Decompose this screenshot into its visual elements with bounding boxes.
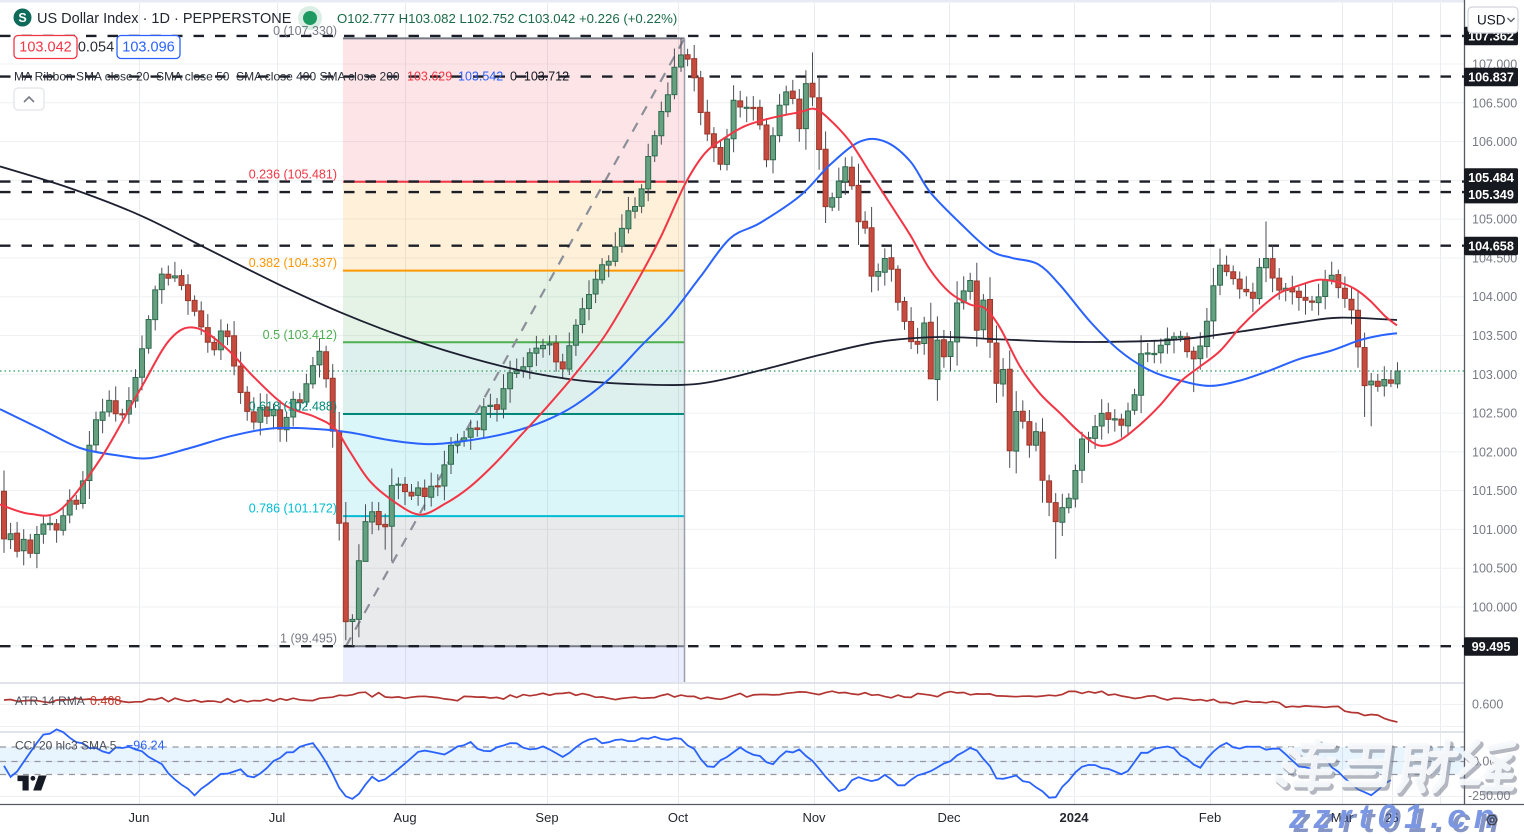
svg-text:99.495: 99.495 xyxy=(1472,640,1511,654)
svg-text:USD: USD xyxy=(1477,13,1506,28)
svg-text:ATR 14 RMA: ATR 14 RMA xyxy=(15,694,85,708)
svg-text:0 103.712: 0 103.712 xyxy=(510,70,569,84)
svg-text:S: S xyxy=(18,11,26,25)
svg-text:0.236 (105.481): 0.236 (105.481) xyxy=(249,167,337,181)
svg-text:US Dollar Index · 1D · PEPPERS: US Dollar Index · 1D · PEPPERSTONE xyxy=(37,11,292,27)
svg-text:Nov: Nov xyxy=(802,810,826,825)
svg-text:2024: 2024 xyxy=(1060,810,1090,825)
svg-text:0.054: 0.054 xyxy=(78,40,114,56)
svg-text:Sep: Sep xyxy=(535,810,558,825)
svg-text:Jul: Jul xyxy=(269,810,286,825)
svg-text:106.000: 106.000 xyxy=(1472,135,1517,149)
svg-text:105.349: 105.349 xyxy=(1468,188,1514,202)
svg-text:0.618 (102.488): 0.618 (102.488) xyxy=(249,400,337,414)
svg-text:106.500: 106.500 xyxy=(1472,96,1517,110)
svg-text:Feb: Feb xyxy=(1199,810,1221,825)
svg-text:101.000: 101.000 xyxy=(1472,523,1517,537)
svg-text:103.000: 103.000 xyxy=(1472,368,1517,382)
svg-text:Jun: Jun xyxy=(129,810,150,825)
svg-text:104.000: 104.000 xyxy=(1472,290,1517,304)
svg-text:104.658: 104.658 xyxy=(1468,240,1514,254)
svg-text:0.5 (103.412): 0.5 (103.412) xyxy=(263,328,337,342)
svg-text:0.468: 0.468 xyxy=(90,694,121,708)
svg-text:100.000: 100.000 xyxy=(1472,601,1517,615)
svg-text:103.500: 103.500 xyxy=(1472,329,1517,343)
svg-text:0.382 (104.337): 0.382 (104.337) xyxy=(249,256,337,270)
svg-text:Oct: Oct xyxy=(668,810,689,825)
svg-text:103.629: 103.629 xyxy=(407,70,452,84)
svg-text:103.096: 103.096 xyxy=(122,40,174,56)
svg-text:0.786 (101.172): 0.786 (101.172) xyxy=(249,502,337,516)
svg-text:103.542: 103.542 xyxy=(458,70,503,84)
svg-text:25: 25 xyxy=(1385,811,1399,825)
svg-text:Aug: Aug xyxy=(393,810,416,825)
svg-text:106.837: 106.837 xyxy=(1468,71,1514,85)
svg-text:CCI 20 hlc3 SMA 5: CCI 20 hlc3 SMA 5 xyxy=(15,739,117,753)
svg-text:102.500: 102.500 xyxy=(1472,407,1517,421)
svg-text:100.500: 100.500 xyxy=(1472,562,1517,576)
svg-text:zzrt01.cn: zzrt01.cn xyxy=(1288,798,1502,834)
svg-text:1 (99.495): 1 (99.495) xyxy=(280,632,337,646)
svg-text:105.000: 105.000 xyxy=(1472,213,1517,227)
svg-text:105.484: 105.484 xyxy=(1468,171,1514,185)
svg-text:−96.24: −96.24 xyxy=(126,739,165,753)
svg-text:0 (107.330): 0 (107.330) xyxy=(273,24,337,38)
svg-text:Dec: Dec xyxy=(937,810,961,825)
svg-text:zzrt01.cn: zzrt01.cn xyxy=(1293,802,1507,834)
svg-text:Mar: Mar xyxy=(1331,810,1354,825)
svg-text:0.600: 0.600 xyxy=(1472,698,1503,712)
svg-text:103.042: 103.042 xyxy=(19,40,71,56)
svg-text:MA Ribbon SMA close 20 SMA cl: MA Ribbon SMA close 20 SMA close 50 SMA … xyxy=(14,70,400,84)
svg-text:O102.777 H103.082 L102.752 C10: O102.777 H103.082 L102.752 C103.042 +0.2… xyxy=(337,11,677,26)
svg-text:102.000: 102.000 xyxy=(1472,445,1517,459)
svg-text:101.500: 101.500 xyxy=(1472,484,1517,498)
